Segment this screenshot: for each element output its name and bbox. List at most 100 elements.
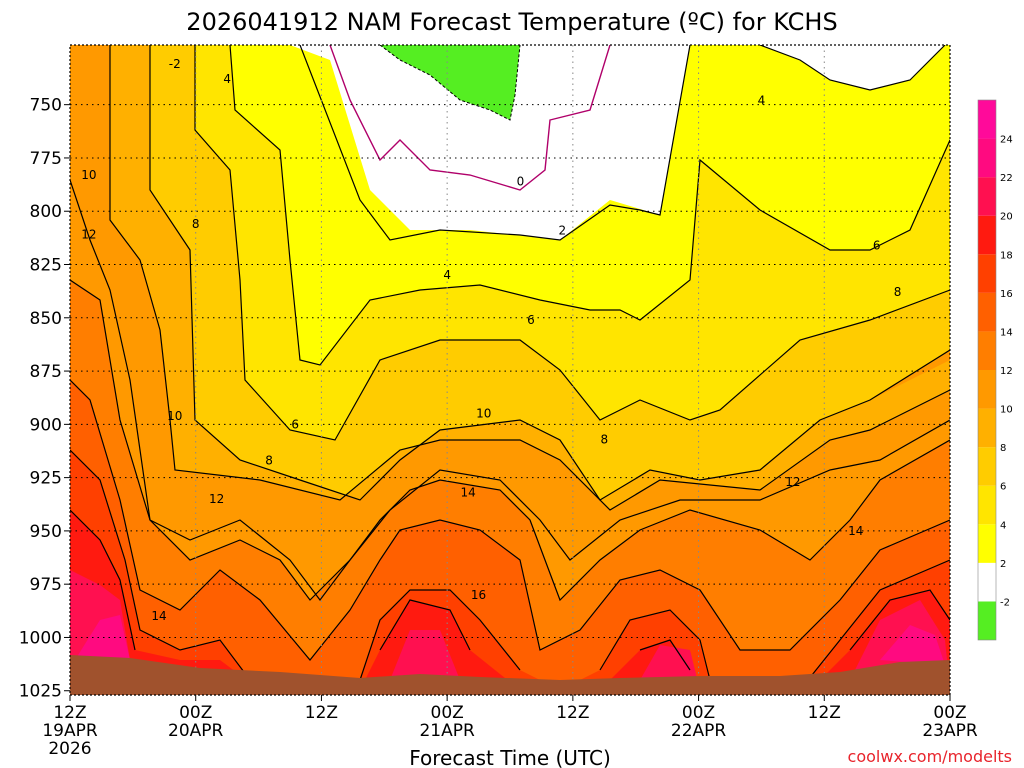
contour-label: 4: [443, 268, 451, 282]
contour-6: [194, 45, 950, 441]
contour-20: [70, 509, 950, 671]
contour-4-right: [759, 45, 946, 91]
contour-minus2: [379, 45, 521, 121]
x-tick-label: 12Z: [556, 703, 589, 723]
y-tick-label: 925: [30, 469, 62, 489]
contour-label: 16: [471, 588, 486, 602]
y-tick-label: 875: [30, 362, 62, 382]
band-0-2-right: [760, 45, 945, 90]
x-tick-label: 00Z: [682, 703, 715, 723]
x-tick-date: 19APR: [42, 721, 98, 741]
band-0-2: [290, 45, 690, 240]
colorbar-swatch: [978, 177, 996, 216]
x-tick-label: 12Z: [808, 703, 841, 723]
colorbar-label: 18: [1000, 250, 1013, 261]
contour-label: 8: [265, 454, 273, 468]
y-tick-label: 850: [30, 309, 62, 329]
colorbar-frame: [977, 99, 997, 641]
credit-text: coolwx.com/modelts: [848, 747, 1012, 766]
contour-label: 14: [848, 524, 863, 538]
x-tick-date: 23APR: [922, 721, 978, 741]
contour-label: 6: [291, 417, 299, 431]
contour-label: 6: [873, 238, 881, 252]
contour-label: 2: [559, 223, 567, 237]
plot-area: [70, 45, 950, 695]
contour-label: 14: [151, 609, 166, 623]
contour-label: 10: [476, 407, 491, 421]
contour-label: 10: [167, 409, 182, 423]
colorbar-swatch: [978, 215, 996, 255]
y-tick-label: 1025: [19, 682, 62, 702]
y-tick-label: 825: [30, 256, 62, 276]
colorbar-swatch: [978, 331, 996, 370]
x-tick-label: 12Z: [305, 703, 338, 723]
y-tick-label: 950: [30, 522, 62, 542]
chart-title: 2026041912 NAM Forecast Temperature (ºC)…: [186, 8, 837, 36]
colorbar-label: 20: [1000, 212, 1013, 223]
contour-label: 8: [192, 217, 200, 231]
colorbar-label: 14: [1000, 327, 1013, 338]
colorbar-swatch: [978, 370, 996, 409]
colorbar-label: 8: [1000, 443, 1006, 454]
x-tick-label: 00Z: [933, 703, 966, 723]
x-tick-date: 21APR: [419, 721, 475, 741]
y-tick-label: 1000: [19, 628, 62, 648]
colorbar-label: 2: [1000, 559, 1006, 570]
contour-label: 4: [223, 72, 231, 86]
colorbar-label: -2: [1000, 597, 1010, 608]
contour-4-left: [229, 45, 950, 366]
contour-label: 12: [209, 492, 224, 506]
contour-label: -2: [169, 57, 181, 71]
band-14-16: [70, 280, 950, 695]
contour-label: 10: [81, 168, 96, 182]
contour-label: 0: [517, 174, 525, 188]
colorbar-label: 22: [1000, 173, 1013, 184]
contour-label: 14: [460, 486, 475, 500]
contour-labels: -2 0 2 4 4 4 6 6 6 8 8 8 8 10 10 10 12 12 12 14 14 14 16: [81, 57, 902, 623]
x-tick-label: 00Z: [179, 703, 212, 723]
contour-label: 4: [758, 93, 766, 107]
colorbar-swatch: [978, 447, 996, 486]
colorbar-label: 12: [1000, 366, 1013, 377]
ground-surface: [70, 655, 950, 695]
colorbar-label: 16: [1000, 289, 1013, 300]
colorbar-swatch: [978, 601, 996, 640]
y-tick-label: 775: [30, 149, 62, 169]
band-below-minus2: [380, 45, 520, 120]
contour-8: [149, 45, 950, 501]
grid-lines: [70, 45, 950, 695]
x-tick-date: 22APR: [671, 721, 727, 741]
contour-lines: [70, 45, 950, 691]
colorbar-swatch: [978, 292, 996, 332]
contour-label: 8: [600, 432, 608, 446]
contour-2: [299, 45, 691, 241]
colorbar-swatch: [978, 524, 996, 563]
x-axis-label: Forecast Time (UTC): [409, 746, 611, 768]
contour-label: 12: [81, 228, 96, 242]
colorbar-swatch: [978, 485, 996, 525]
colorbar-label: 24: [1000, 135, 1013, 146]
x-tick-date: 20APR: [168, 721, 224, 741]
colorbar-swatch: [978, 100, 996, 139]
x-tick-year: 2026: [48, 739, 91, 759]
contour-16: [70, 379, 950, 661]
colorbar-label: 10: [1000, 405, 1013, 416]
colorbar-swatch: [978, 408, 996, 448]
y-axis: 750 775 800 825 850 875 900 925 950 975 1000 1025: [19, 96, 70, 702]
y-tick-label: 900: [30, 415, 62, 435]
contour-0: [329, 45, 611, 191]
contour-14: [70, 279, 950, 602]
band-10-12: [110, 45, 950, 510]
plot-frame: [69, 44, 951, 696]
colorbar-swatch: [978, 254, 996, 293]
contour-10: [109, 45, 950, 511]
contour-label: 12: [785, 475, 800, 489]
contour-label: 8: [894, 285, 902, 299]
x-tick-label: 00Z: [431, 703, 464, 723]
colorbar-label: 6: [1000, 482, 1006, 493]
colorbar-label: 4: [1000, 520, 1006, 531]
y-tick-label: 800: [30, 202, 62, 222]
